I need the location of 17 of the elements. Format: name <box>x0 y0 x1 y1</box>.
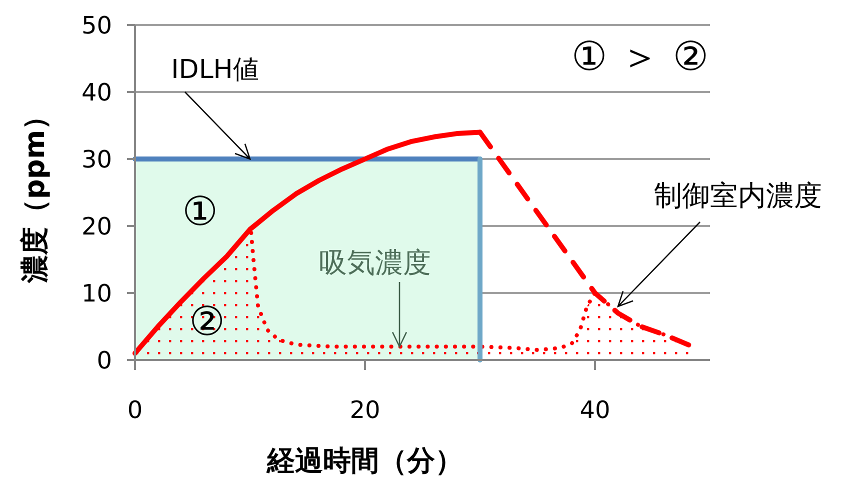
y-axis-title: 濃度（ppm） <box>18 102 51 284</box>
annotation: ① ＞ ② <box>571 34 709 80</box>
x-tick-label: 0 <box>127 396 143 424</box>
x-axis-title: 経過時間（分） <box>266 444 463 477</box>
y-tick-label: 10 <box>81 279 112 308</box>
annotation: IDLH値 <box>171 55 259 85</box>
y-tick-label: 0 <box>96 346 112 374</box>
y-tick-label: 40 <box>81 78 112 106</box>
annotation: ② <box>189 299 225 345</box>
y-tick-label: 50 <box>81 11 112 40</box>
x-tick-label: 40 <box>580 396 610 424</box>
annotation: 制御室内濃度 <box>654 179 822 212</box>
x-tick-label: 20 <box>350 396 380 424</box>
annotation: 吸気濃度 <box>319 246 431 279</box>
y-tick-label: 30 <box>81 145 112 174</box>
annotation: ① <box>182 189 218 235</box>
y-tick-label: 20 <box>81 212 112 240</box>
